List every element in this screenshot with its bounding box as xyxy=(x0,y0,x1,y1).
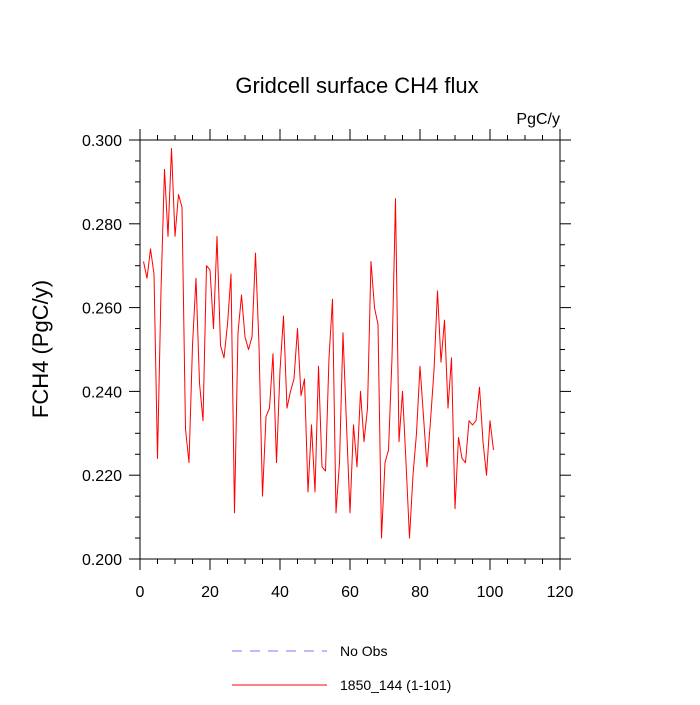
units-label: PgC/y xyxy=(516,111,560,128)
y-tick-label: 0.280 xyxy=(82,217,122,234)
series-lines xyxy=(143,147,494,539)
x-tick-label: 0 xyxy=(136,584,145,601)
legend-label-1850-144: 1850_144 (1-101) xyxy=(340,677,451,693)
y-tick-label: 0.240 xyxy=(82,384,122,401)
y-tick-label: 0.200 xyxy=(82,552,122,569)
legend: No Obs 1850_144 (1-101) xyxy=(232,643,451,693)
axis-ticks xyxy=(129,129,571,570)
series-line-1850-144 xyxy=(143,147,494,539)
plot-frame xyxy=(139,139,561,560)
y-tick-label: 0.220 xyxy=(82,468,122,485)
x-tick-label: 40 xyxy=(271,584,289,601)
chart-title: Gridcell surface CH4 flux xyxy=(235,73,478,98)
x-tick-label: 60 xyxy=(341,584,359,601)
x-tick-label: 80 xyxy=(411,584,429,601)
y-axis-label: FCH4 (PgC/y) xyxy=(28,280,53,418)
y-tick-label: 0.260 xyxy=(82,301,122,318)
x-tick-labels: 0 20 40 60 80 100 120 xyxy=(136,584,574,601)
legend-label-no-obs: No Obs xyxy=(340,643,387,659)
y-tick-labels: 0.200 0.220 0.240 0.260 0.280 0.300 xyxy=(82,133,122,569)
x-tick-label: 20 xyxy=(201,584,219,601)
x-tick-label: 100 xyxy=(477,584,504,601)
x-tick-label: 120 xyxy=(547,584,574,601)
y-tick-label: 0.300 xyxy=(82,133,122,150)
